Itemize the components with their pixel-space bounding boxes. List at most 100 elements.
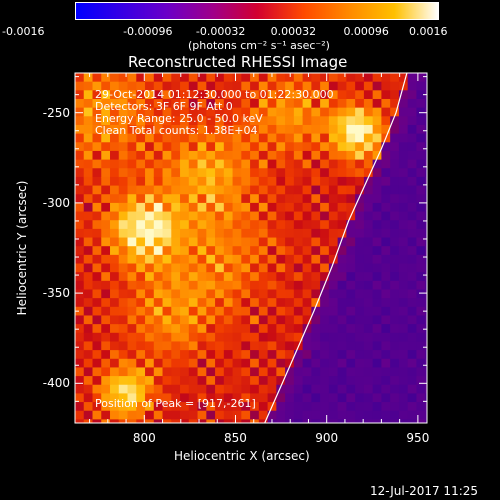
heatmap-cell [136, 341, 146, 351]
heatmap-cell [136, 90, 146, 100]
heatmap-cell [110, 142, 120, 152]
heatmap-cell [416, 133, 426, 143]
heatmap-cell [398, 254, 409, 265]
heatmap-cell [83, 107, 94, 117]
heatmap-cell [337, 376, 347, 386]
heatmap-cell [337, 98, 347, 109]
heatmap-cell [337, 194, 347, 204]
heatmap-cell [206, 73, 216, 83]
annotation-detectors: Detectors: 3F 6F 9F Att 0 [95, 100, 233, 113]
heatmap-cell [250, 402, 260, 412]
heatmap-cell [390, 367, 400, 377]
heatmap-cell [223, 150, 234, 161]
heatmap-cell [276, 254, 286, 265]
heatmap-cell [293, 280, 304, 291]
heatmap-cell [223, 124, 234, 135]
heatmap-cell [381, 194, 391, 204]
heatmap-cell [197, 116, 207, 126]
heatmap-cell [92, 73, 102, 83]
heatmap-cell [416, 98, 426, 109]
heatmap-cell [75, 176, 85, 187]
heatmap-cell [293, 159, 304, 169]
heatmap-cell [416, 220, 426, 230]
heatmap-cell [381, 168, 391, 178]
heatmap-cell [258, 280, 269, 291]
heatmap-cell [293, 237, 304, 247]
heatmap-cell [372, 263, 382, 273]
heatmap-cell [223, 272, 234, 282]
heatmap-cell [136, 332, 146, 343]
heatmap-cell [267, 289, 277, 299]
heatmap-cell [223, 133, 234, 143]
heatmap-cell [285, 367, 295, 377]
heatmap-cell [311, 237, 321, 247]
heatmap-cell [145, 402, 155, 412]
heatmap-cell [188, 90, 199, 100]
heatmap-cell [302, 124, 312, 135]
heatmap-cell [285, 107, 295, 117]
heatmap-cell [346, 237, 356, 247]
heatmap-cell [188, 254, 199, 265]
heatmap-cell [136, 168, 146, 178]
heatmap-cell [320, 272, 330, 282]
heatmap-cell [398, 73, 409, 83]
heatmap-cell [416, 410, 426, 420]
annotation-time-range: 29-Oct-2014 01:12:30.000 to 01:22:30.000 [95, 88, 334, 101]
heatmap-cell [101, 237, 111, 247]
heatmap-cell [363, 133, 374, 143]
heatmap-cell [425, 358, 427, 369]
heatmap-cell [285, 350, 295, 360]
heatmap-cell [398, 315, 409, 325]
heatmap-cell [171, 280, 181, 291]
heatmap-cell [171, 98, 181, 109]
heatmap-cell [250, 410, 260, 420]
heatmap-cell [355, 315, 365, 325]
heatmap-cell [285, 73, 295, 83]
y-tick-label: -250 [42, 105, 70, 120]
heatmap-cell [241, 220, 251, 230]
heatmap-cell [320, 298, 330, 308]
heatmap-cell [127, 211, 137, 221]
heatmap-cell [92, 410, 102, 420]
heatmap-cell [162, 350, 172, 360]
heatmap-cell [162, 410, 172, 420]
heatmap-cell [328, 220, 339, 230]
heatmap-cell [145, 254, 155, 265]
heatmap-cell [398, 133, 409, 143]
heatmap-cell [223, 384, 234, 395]
heatmap-cell [381, 341, 391, 351]
heatmap-cell [416, 237, 426, 247]
heatmap-cell [206, 246, 216, 256]
heatmap-cell [153, 150, 164, 161]
heatmap-cell [285, 272, 295, 282]
heatmap-cell [101, 246, 111, 256]
heatmap-cell [407, 98, 418, 109]
heatmap-cell [118, 202, 129, 213]
heatmap-cell [285, 220, 295, 230]
heatmap-cell [83, 315, 94, 325]
heatmap-cell [162, 324, 172, 334]
heatmap-cell [75, 142, 85, 152]
heatmap-cell [267, 298, 277, 308]
heatmap-cell [162, 341, 172, 351]
heatmap-cell [110, 402, 120, 412]
heatmap-cell [232, 246, 242, 256]
heatmap-cell [337, 237, 347, 247]
heatmap-cell [101, 384, 111, 395]
heatmap-cell [285, 306, 295, 317]
heatmap-cell [355, 393, 365, 403]
heatmap-cell [302, 272, 312, 282]
heatmap-cell [372, 280, 382, 291]
heatmap-cell [145, 133, 155, 143]
heatmap-cell [180, 73, 190, 83]
heatmap-cell [337, 168, 347, 178]
heatmap-cell [110, 159, 120, 169]
heatmap-cell [101, 254, 111, 265]
heatmap-cell [285, 410, 295, 420]
heatmap-cell [171, 73, 181, 83]
heatmap-cell [346, 81, 356, 91]
heatmap-cell [276, 220, 286, 230]
heatmap-cell [320, 90, 330, 100]
heatmap-cell [328, 332, 339, 343]
heatmap-cell [118, 116, 129, 126]
